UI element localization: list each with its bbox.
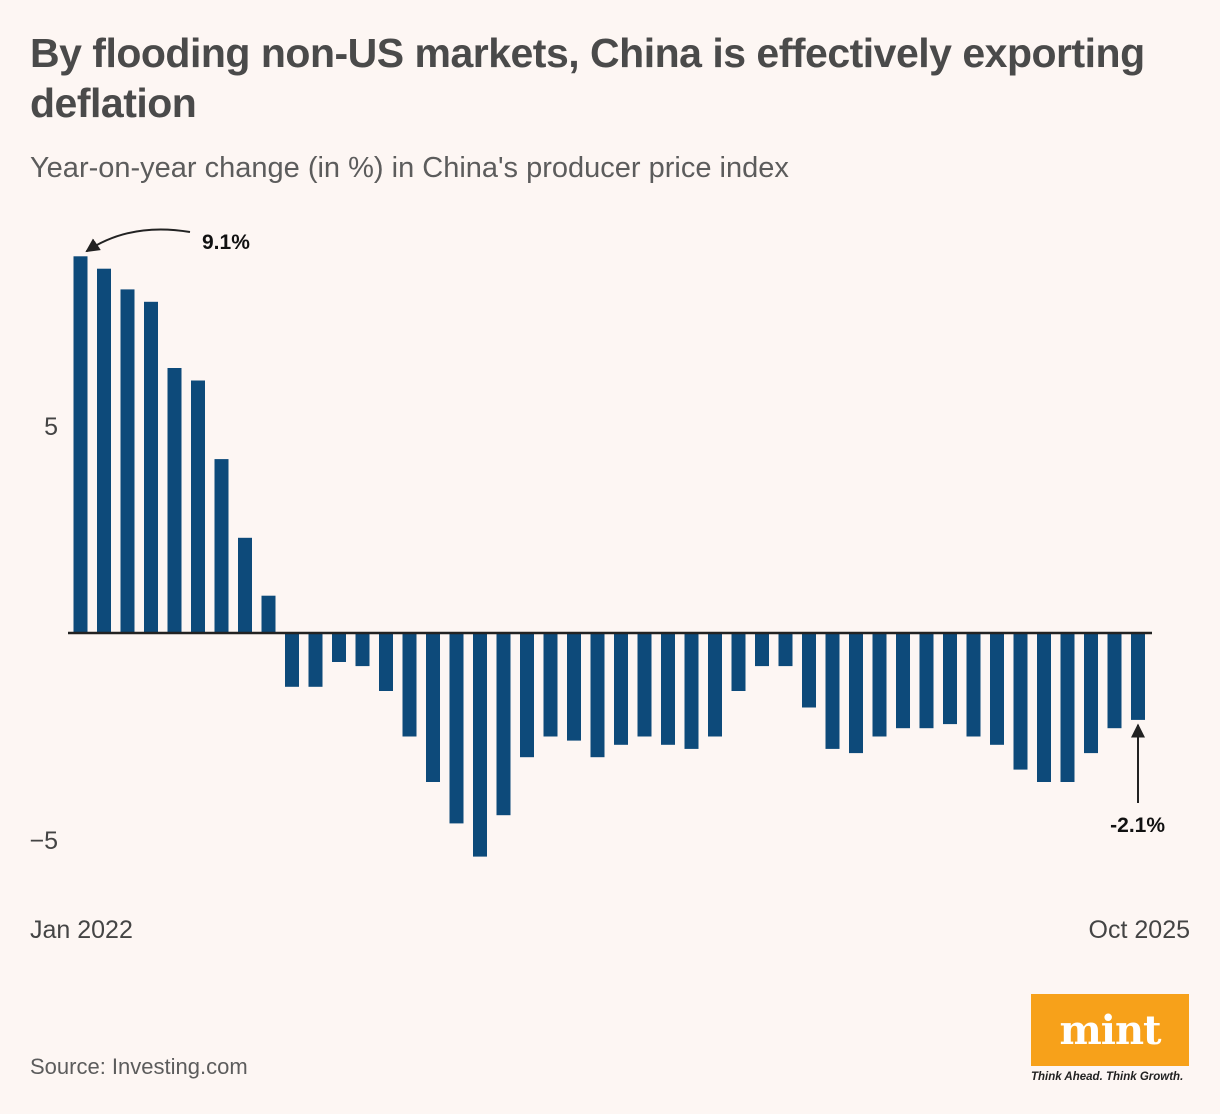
bar bbox=[896, 633, 910, 729]
bar bbox=[637, 633, 652, 737]
bar bbox=[520, 633, 534, 758]
mint-logo: mint bbox=[1031, 994, 1189, 1066]
bar bbox=[919, 633, 934, 729]
bar bbox=[144, 301, 158, 633]
bar bbox=[966, 633, 981, 737]
bar bbox=[543, 633, 558, 737]
x-tick-label-end: Oct 2025 bbox=[1089, 916, 1190, 944]
bar bbox=[1037, 633, 1051, 782]
y-tick-label: 5 bbox=[44, 413, 58, 441]
axes-group: 5 −5 Jan 2022 Oct 2025 bbox=[29, 413, 1190, 944]
logo-text: mint bbox=[1059, 1006, 1161, 1054]
x-tick-label-start: Jan 2022 bbox=[30, 916, 133, 944]
chart-subtitle: Year-on-year change (in %) in China's pr… bbox=[30, 152, 789, 184]
bar bbox=[332, 633, 346, 662]
bar bbox=[1060, 633, 1075, 782]
bar bbox=[73, 256, 88, 633]
bar bbox=[614, 633, 628, 745]
bar bbox=[1131, 633, 1145, 720]
bar bbox=[285, 633, 299, 687]
bar bbox=[731, 633, 746, 691]
bar bbox=[802, 633, 816, 708]
peak-label: 9.1% bbox=[202, 231, 250, 254]
annotations-group: 9.1% -2.1% bbox=[85, 228, 1165, 837]
bar bbox=[355, 633, 370, 667]
bar bbox=[1107, 633, 1122, 729]
bar bbox=[990, 633, 1004, 745]
bar bbox=[214, 459, 229, 633]
bar bbox=[238, 537, 252, 633]
bar bbox=[426, 633, 440, 782]
bar bbox=[308, 633, 323, 687]
bar bbox=[661, 633, 675, 745]
bar bbox=[872, 633, 887, 737]
bars-group bbox=[73, 256, 1145, 857]
bar bbox=[1084, 633, 1098, 754]
bar bbox=[567, 633, 581, 741]
bar bbox=[167, 368, 182, 633]
bar bbox=[120, 289, 135, 633]
bar bbox=[590, 633, 605, 758]
bar bbox=[402, 633, 417, 737]
bar bbox=[191, 380, 205, 633]
bar bbox=[261, 595, 276, 633]
bar bbox=[449, 633, 464, 824]
bar bbox=[97, 268, 111, 633]
source-note: Source: Investing.com bbox=[30, 1054, 248, 1079]
bar bbox=[473, 633, 487, 857]
y-tick-label: −5 bbox=[29, 827, 58, 855]
bar bbox=[496, 633, 511, 816]
latest-label: -2.1% bbox=[1110, 814, 1165, 837]
peak-arrow bbox=[85, 228, 191, 253]
bar bbox=[684, 633, 699, 749]
bar bbox=[943, 633, 957, 725]
bar bbox=[708, 633, 722, 737]
chart-title: By flooding non-US markets, China is eff… bbox=[30, 30, 1145, 126]
logo-tagline: Think Ahead. Think Growth. bbox=[1031, 1071, 1184, 1083]
bar bbox=[379, 633, 393, 691]
bar bbox=[1013, 633, 1028, 770]
bar bbox=[755, 633, 769, 667]
bar bbox=[778, 633, 793, 667]
bar bbox=[825, 633, 840, 749]
bar bbox=[849, 633, 863, 754]
